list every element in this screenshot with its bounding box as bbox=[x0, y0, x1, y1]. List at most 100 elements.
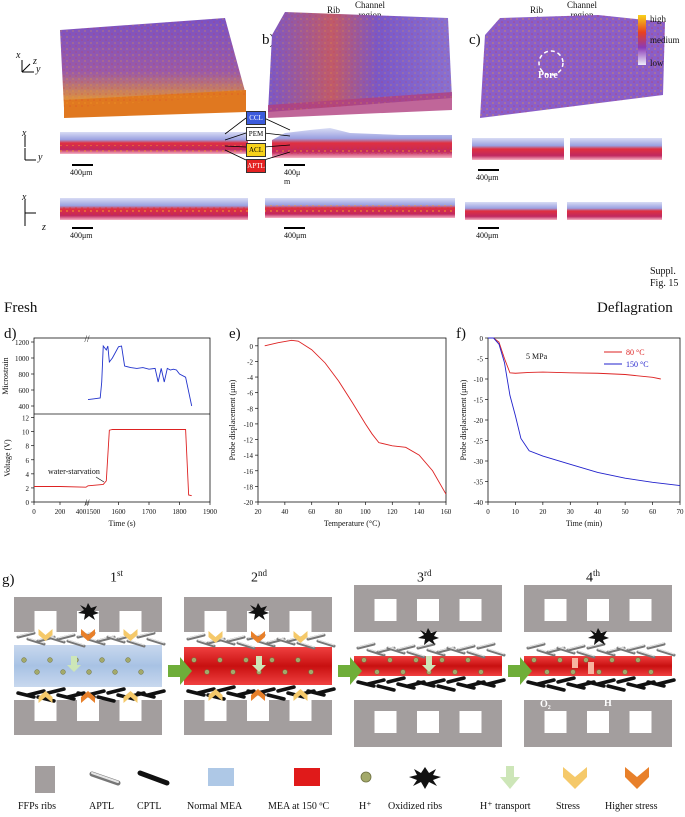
chart-d-xtick-label: 4001500 bbox=[76, 508, 101, 516]
legend-icons bbox=[35, 766, 649, 793]
aptl-fiber bbox=[316, 639, 336, 648]
aptl-fiber-highlight bbox=[617, 646, 635, 653]
colorbar-low: low bbox=[650, 58, 664, 68]
cptl-fiber bbox=[656, 678, 676, 686]
chart-e-ytick-label: -12 bbox=[244, 437, 254, 445]
cptl-fiber bbox=[426, 678, 446, 686]
aptl-fiber bbox=[476, 642, 496, 650]
axis-y-1: y bbox=[36, 64, 41, 75]
cptl-fiber bbox=[56, 693, 76, 701]
htrans-arrow-body bbox=[71, 656, 77, 665]
aptl-fiber-highlight bbox=[357, 642, 375, 648]
hplus-ion bbox=[269, 657, 275, 663]
oxidized-rib-icon bbox=[248, 603, 269, 620]
colorbar-medium: medium bbox=[650, 35, 680, 45]
chart-e-xtick-label: 20 bbox=[255, 508, 263, 516]
stress-chevron-bottom bbox=[251, 689, 265, 701]
cptl-fiber bbox=[386, 676, 406, 684]
normal-swatch bbox=[208, 768, 234, 786]
layer-aptl: APTL bbox=[246, 159, 266, 173]
aptl-fiber-highlight bbox=[47, 635, 65, 642]
colorbar bbox=[638, 15, 646, 65]
oxidized-rib-icon bbox=[418, 628, 439, 645]
deflagration-label: Deflagration bbox=[597, 300, 673, 316]
channel-top bbox=[459, 599, 482, 621]
aptl-swatch bbox=[89, 771, 121, 786]
chart-d-ytick-top-label: 600 bbox=[19, 387, 30, 395]
chart-d-ytick-bottom-label: 12 bbox=[22, 415, 30, 423]
chart-f-legend-label: 150 °C bbox=[626, 360, 649, 369]
scale-b-1: 400μ m bbox=[284, 168, 301, 186]
legend-stress: Stress bbox=[556, 801, 580, 812]
cptl-fiber bbox=[26, 689, 46, 697]
panel-label-g: g) bbox=[2, 572, 15, 588]
aptl-fiber bbox=[106, 635, 126, 644]
panel-label-c: c) bbox=[469, 32, 481, 48]
aptl-fiber-highlight bbox=[107, 635, 125, 642]
aptl-fiber-highlight bbox=[367, 648, 385, 655]
hplus-ion bbox=[622, 669, 628, 675]
aptl-fiber-highlight bbox=[137, 631, 155, 637]
chart-d-frame bbox=[33, 337, 211, 503]
aptl-fiber bbox=[366, 648, 386, 657]
chart-f-xtick-label: 20 bbox=[539, 508, 547, 516]
panel-label-e: e) bbox=[229, 326, 241, 342]
aptl-fiber bbox=[46, 635, 66, 644]
aptl-fiber bbox=[356, 642, 376, 650]
hplus-ion bbox=[465, 657, 471, 663]
aptl-fiber bbox=[536, 648, 556, 657]
step-4-cell bbox=[524, 585, 676, 747]
channel-bottom bbox=[544, 711, 567, 733]
chart-d-ytick-top-label: 1000 bbox=[15, 355, 30, 363]
htrans-arrow-head bbox=[422, 665, 436, 672]
aptl-fiber bbox=[136, 631, 156, 639]
aptl-fiber bbox=[566, 644, 586, 652]
aptl-fiber bbox=[146, 637, 166, 646]
slice-c-xy-left bbox=[472, 138, 564, 160]
hplus-ion bbox=[452, 669, 458, 675]
channel-bottom bbox=[459, 711, 482, 733]
panel-label-f: f) bbox=[456, 326, 466, 342]
chart-d-ytick-bottom-label: 8 bbox=[26, 443, 30, 451]
aptl-fiber bbox=[296, 641, 316, 650]
chart-f-ytick-label: -5 bbox=[477, 356, 483, 364]
axis-x-2: x bbox=[22, 128, 27, 139]
aptl-fiber-highlight bbox=[197, 639, 215, 646]
cptl-fiber bbox=[376, 684, 396, 692]
layer-legend: CCL PEM ACL APTL bbox=[246, 111, 266, 173]
scale-a-1: 400μm bbox=[70, 168, 93, 177]
aptl-fiber-highlight bbox=[227, 635, 245, 641]
channel-top bbox=[34, 611, 57, 633]
chart-e-xtick-label: 80 bbox=[335, 508, 343, 516]
stress-chevron-bottom bbox=[293, 689, 308, 701]
chart-d-ytick-top-label: 800 bbox=[19, 371, 30, 379]
tomography-3d-images bbox=[21, 12, 665, 229]
slice-c-xz-right bbox=[567, 202, 662, 220]
aptl-fiber-highlight bbox=[237, 641, 255, 648]
scale-c-2: 400μm bbox=[476, 231, 499, 240]
chart-d-xtick-label: 0 bbox=[32, 508, 36, 516]
chart-e-ytick-label: -18 bbox=[244, 483, 254, 491]
cptl-fiber bbox=[216, 685, 236, 693]
step-2-label: 2nd bbox=[251, 568, 267, 586]
cptl-fiber bbox=[96, 695, 116, 703]
chart-d-ylabel-bottom: Voltage (V) bbox=[3, 439, 12, 477]
aptl-fiber bbox=[636, 650, 656, 659]
cptl-fiber bbox=[616, 676, 636, 684]
aptl-fiber bbox=[396, 644, 416, 652]
aptl-fiber bbox=[576, 650, 596, 659]
aptl-fiber-highlight bbox=[627, 644, 645, 650]
chart-d-ytick-bottom-label: 6 bbox=[26, 457, 30, 465]
hplus-ion bbox=[609, 657, 615, 663]
aptl-fiber-highlight bbox=[27, 637, 45, 644]
hplus-ion bbox=[361, 657, 367, 663]
cptl-fiber bbox=[596, 678, 616, 686]
htrans-arrow-head bbox=[252, 665, 266, 672]
panel-label-d: d) bbox=[4, 326, 17, 342]
hplus-ion bbox=[191, 657, 197, 663]
aptl-fiber-highlight bbox=[447, 646, 465, 653]
slice-c-xz-left bbox=[465, 202, 557, 220]
step-arrow-1 bbox=[168, 657, 192, 685]
legend-hplus: H⁺ bbox=[359, 801, 372, 812]
